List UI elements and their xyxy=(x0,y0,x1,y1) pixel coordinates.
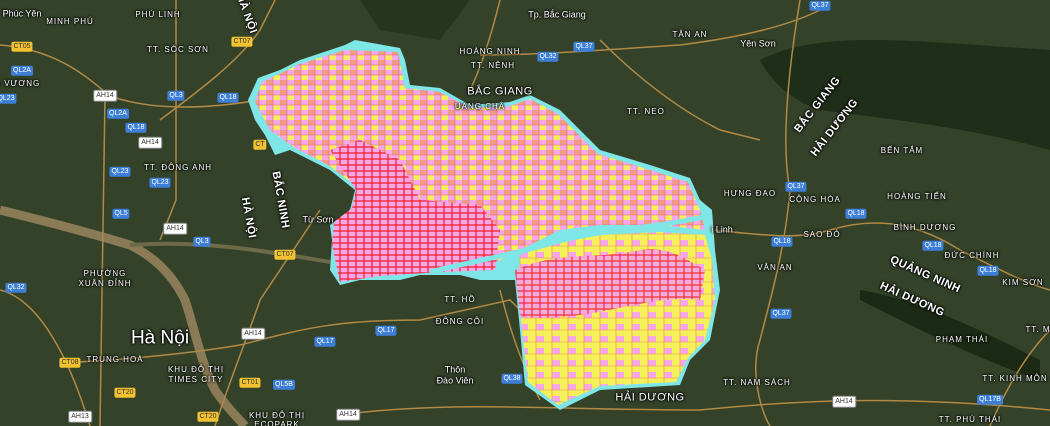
place-label: TÂN AN xyxy=(672,30,708,39)
road-shield-ql17: QL17 xyxy=(314,336,336,348)
road-shield-ql2a: QL2A xyxy=(107,108,129,120)
place-label: CỘNG HÒA xyxy=(789,195,841,204)
place-label: HẢI DƯƠNG xyxy=(615,391,685,404)
duong-river-overlay xyxy=(429,212,713,275)
land-use-planning-overlay xyxy=(248,40,720,410)
road-shield-ql38: QL38 xyxy=(501,373,523,385)
road-shield-ql17: QL17 xyxy=(375,325,397,337)
place-label: TT. NÊNH xyxy=(471,61,515,70)
road-shield-ql18: QL18 xyxy=(922,240,944,252)
place-label: PHÚ LINH xyxy=(135,10,181,19)
place-label: TT. HỒ xyxy=(444,295,476,304)
place-label: TIMES CITY xyxy=(168,375,224,384)
red-river xyxy=(0,205,249,426)
road-shield-ql18: QL18 xyxy=(977,265,999,277)
road-shield-ah14: AH14 xyxy=(163,222,187,236)
place-label: MINH PHÚ xyxy=(46,17,94,26)
road-shield-ql17b: QL17B xyxy=(977,394,1003,406)
road-shield-ct05: CT05 xyxy=(11,41,33,53)
road-shield-ql32: QL32 xyxy=(5,282,27,294)
place-label: SAO ĐỎ xyxy=(803,230,841,239)
urban-zone-que-vo xyxy=(515,249,705,319)
road-shield-ql5: QL5 xyxy=(112,208,130,220)
place-label: TT. NAM SÁCH xyxy=(723,378,791,387)
place-label: Tp. Bắc Giang xyxy=(528,9,586,20)
place-label: Hà Nội xyxy=(130,327,190,349)
place-label: TT. SÓC SƠN xyxy=(147,45,209,54)
road-shield-ql37: QL37 xyxy=(785,181,807,193)
place-label: TT. PHÚ THÁI xyxy=(938,415,1002,424)
road-shield-ql18: QL18 xyxy=(217,92,239,104)
road-shield-ql23: QL23 xyxy=(109,166,131,178)
ridge-forest xyxy=(860,290,1040,380)
place-label: Đào Viên xyxy=(436,375,474,386)
place-label: i Linh xyxy=(711,224,733,235)
road-shield-ah13: AH13 xyxy=(68,410,92,424)
road-shield-ah14: AH14 xyxy=(138,136,162,150)
road-shield-ql2a: QL2A xyxy=(11,65,33,77)
road-shield-ql5b: QL5B xyxy=(273,379,295,391)
road-shield-ct08: CT08 xyxy=(59,357,81,369)
place-label: HOÀNG NINH xyxy=(459,47,521,56)
place-label: TT. NEO xyxy=(627,107,665,116)
road-shield-ql37: QL37 xyxy=(770,308,792,320)
place-label: ECOPARK xyxy=(254,420,300,426)
duong-river xyxy=(129,241,331,264)
road-shield-ct01: CT01 xyxy=(239,377,261,389)
place-label: UANG CHÂ xyxy=(454,102,506,111)
road-shield-ql18: QL18 xyxy=(125,122,147,134)
road-shield-ql18: QL18 xyxy=(845,208,867,220)
urban-zone-tu-son xyxy=(330,140,500,282)
place-label: Phúc Yên xyxy=(2,8,42,19)
place-label: TT. KINH MÔN xyxy=(982,374,1048,383)
road-shield-ah14: AH14 xyxy=(241,327,265,341)
road-shield-ct: CT xyxy=(253,139,267,151)
road-shield-ct07: CT07 xyxy=(231,36,253,48)
road-shield-ql18: QL18 xyxy=(771,236,793,248)
place-label: BẮC GIANG xyxy=(467,85,533,98)
road-shield-ah14: AH14 xyxy=(336,408,360,422)
place-label: ĐÔNG CÔI xyxy=(435,317,485,326)
road-shield-ql23: QL23 xyxy=(0,93,17,105)
northern-forest xyxy=(360,0,470,40)
place-label: KHU ĐÔ THỊ xyxy=(248,411,306,420)
road-shield-ah14: AH14 xyxy=(832,395,856,409)
road-shield-ql23: QL23 xyxy=(149,177,171,189)
road-shield-ql3: QL3 xyxy=(193,236,211,248)
place-label: TRUNG HOÀ xyxy=(86,355,144,364)
mountain-forest xyxy=(760,40,1050,150)
place-label: KHU ĐÔ THỊ xyxy=(167,365,225,374)
place-label: BÌNH DƯƠNG xyxy=(893,223,957,232)
place-label: TT. ĐÔNG ANH xyxy=(143,163,213,172)
place-label: HƯNG ĐẠO xyxy=(723,189,777,198)
place-label: PHƯỜNG xyxy=(83,269,127,278)
place-label: Yên Sơn xyxy=(740,38,776,49)
place-label: HOÀNG TIẾN xyxy=(887,192,947,201)
place-label: ĐỨC CHÍNH xyxy=(944,251,1000,260)
place-label: BẾN TẮM xyxy=(880,146,924,155)
road-shield-ct20: CT20 xyxy=(197,411,219,423)
place-label: TT. M xyxy=(1025,325,1050,334)
road-shield-ql32: QL32 xyxy=(537,51,559,63)
road-shield-ql37: QL37 xyxy=(809,0,831,12)
place-label: KIM SƠN xyxy=(1002,278,1044,287)
road-shield-ql37: QL37 xyxy=(573,41,595,53)
road-shield-ct20: CT20 xyxy=(114,387,136,399)
place-label: PHẠM THÁI xyxy=(935,335,989,344)
road-shield-ql3: QL3 xyxy=(167,90,185,102)
place-label: XUÂN ĐỈNH xyxy=(78,279,132,288)
place-label: G VƯƠNG xyxy=(0,79,41,88)
road-shield-ct07: CT07 xyxy=(274,249,296,261)
road-shield-ah14: AH14 xyxy=(93,89,117,103)
place-label: Từ Sơn xyxy=(302,214,334,225)
place-label: VÂN AN xyxy=(757,263,793,272)
place-label: Thôn xyxy=(444,364,466,375)
